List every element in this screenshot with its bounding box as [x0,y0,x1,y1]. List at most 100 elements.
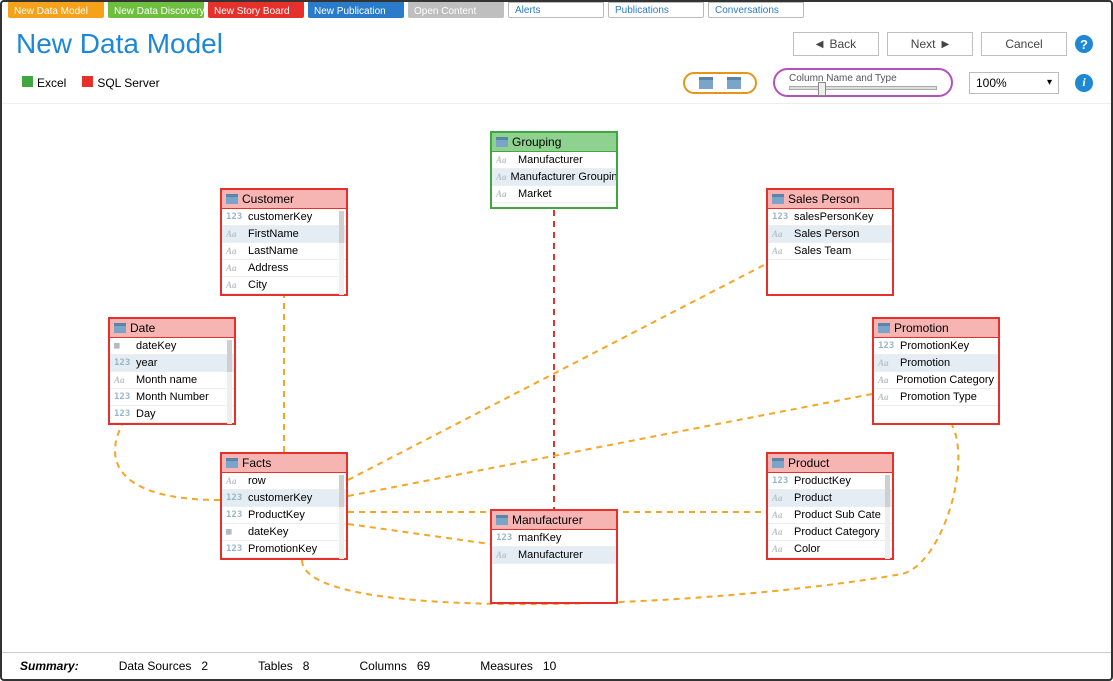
table-icon [114,323,126,333]
column-row[interactable]: AaColor [768,541,892,558]
column-name: year [136,357,157,369]
cancel-button[interactable]: Cancel [981,32,1067,56]
column-row[interactable]: 123customerKey [222,209,346,226]
column-row[interactable]: 123salesPersonKey [768,209,892,226]
table-header[interactable]: Customer [222,190,346,209]
tab-alerts[interactable]: Alerts [508,2,604,18]
tab-new-publication[interactable]: New Publication [308,2,404,18]
info-icon[interactable]: i [1075,74,1093,92]
tab-new-story-board[interactable]: New Story Board [208,2,304,18]
table-date[interactable]: Date▦dateKey 123 year AaMonth name123Month … [108,317,236,425]
legend-label: Excel [37,76,66,90]
table-header[interactable]: Promotion [874,319,998,338]
column-row[interactable]: AaManufacturer Groupin [492,169,616,186]
table-customer[interactable]: Customer 123customerKeyAaFirstNameAaLastN… [220,188,348,296]
column-row[interactable]: AaPromotion Type [874,389,998,406]
table-title: Customer [242,192,294,206]
column-type-icon: Aa [878,375,892,385]
column-row[interactable]: 123Month Number [110,389,234,406]
column-row[interactable]: 123 ProductKey [222,507,346,524]
column-type-icon: 123 [114,358,132,368]
column-row[interactable]: AaMonth name [110,372,234,389]
column-row[interactable]: AaProduct [768,490,892,507]
scrollbar[interactable] [339,211,344,295]
column-row[interactable]: AaMarket [492,186,616,203]
next-button[interactable]: Next ▶ [887,32,973,56]
column-name: Manufacturer [518,154,583,166]
column-row[interactable]: AaLastName [222,243,346,260]
column-row[interactable]: AaProduct Sub Cate [768,507,892,524]
summary-item-label: Data Sources [119,659,192,673]
column-row[interactable]: 123 year [110,355,234,372]
column-type-icon: Aa [772,493,790,503]
column-row[interactable]: 123manfKey [492,530,616,547]
tab-new-data-discovery[interactable]: New Data Discovery [108,2,204,18]
column-row[interactable]: 123PromotionKey [222,541,346,558]
column-type-icon: Aa [226,280,244,290]
table-facts[interactable]: FactsAarow123customerKey123ProductKey▦da… [220,452,348,560]
table-promotion[interactable]: Promotion123PromotionKeyAaPromotionAaPro… [872,317,1000,425]
column-row[interactable]: AaAddress [222,260,346,277]
legend-label: SQL Server [97,76,159,90]
column-row[interactable]: 123PromotionKey [874,338,998,355]
zoom-select[interactable]: 100% ▾ [969,72,1059,94]
column-row[interactable]: Aarow [222,473,346,490]
table-view-icon[interactable] [727,77,741,89]
grid-view-icon[interactable] [699,77,713,89]
table-title: Product [788,456,829,470]
slider-thumb[interactable] [818,82,826,96]
column-name: Month name [136,374,197,386]
column-row[interactable]: AaCity [222,277,346,294]
scrollbar[interactable] [885,475,890,559]
column-name: ProductKey [794,475,851,487]
table-body: 123PromotionKeyAaPromotionAaPromotion Ca… [874,338,998,426]
column-row[interactable]: ▦dateKey [110,338,234,355]
column-row[interactable]: 123customerKey [222,490,346,507]
column-name: ProductKey [248,509,305,521]
column-type-icon: 123 [226,510,244,520]
tab-open-content[interactable]: Open Content [408,2,504,18]
table-header[interactable]: Grouping [492,133,616,152]
table-salesperson[interactable]: Sales Person123salesPersonKeyAaSales Per… [766,188,894,296]
column-name: Sales Person [794,228,859,240]
column-type-icon: Aa [226,263,244,273]
tab-new-data-model[interactable]: New Data Model [8,2,104,18]
column-row[interactable]: AaManufacturer [492,152,616,169]
column-row[interactable]: AaSales Team [768,243,892,260]
column-row[interactable]: 123ProductKey [768,473,892,490]
back-button[interactable]: ◀ Back [793,32,879,56]
table-header[interactable]: Product [768,454,892,473]
tab-conversations[interactable]: Conversations [708,2,804,18]
table-title: Promotion [894,321,949,335]
column-row[interactable]: 123Day [110,406,234,423]
table-icon [878,323,890,333]
column-type-icon: Aa [772,544,790,554]
scrollbar[interactable] [227,340,232,424]
table-body: AaManufacturerAaManufacturer GroupinAaMa… [492,152,616,210]
column-row[interactable]: ▦dateKey [222,524,346,541]
table-product[interactable]: Product 123ProductKeyAaProductAaProduct S… [766,452,894,560]
column-row[interactable]: AaPromotion Category [874,372,998,389]
column-name: Month Number [136,391,209,403]
scrollbar[interactable] [339,475,344,559]
table-grouping[interactable]: GroupingAaManufacturerAaManufacturer Gro… [490,131,618,209]
table-header[interactable]: Manufacturer [492,511,616,530]
column-row[interactable]: AaPromotion [874,355,998,372]
column-type-icon: 123 [226,493,244,503]
help-icon[interactable]: ? [1075,35,1093,53]
table-header[interactable]: Sales Person [768,190,892,209]
column-row[interactable]: AaProduct Category [768,524,892,541]
column-row[interactable]: AaFirstName [222,226,346,243]
column-row[interactable]: AaSales Person [768,226,892,243]
column-row[interactable]: AaManufacturer [492,547,616,564]
table-header[interactable]: Facts [222,454,346,473]
column-name: Manufacturer Groupin [511,171,616,183]
table-manufacturer[interactable]: Manufacturer123manfKeyAaManufacturer [490,509,618,604]
column-type-icon: Aa [772,510,790,520]
column-type-icon: ▦ [114,341,132,351]
table-header[interactable]: Date [110,319,234,338]
detail-slider[interactable] [789,86,937,90]
diagram-canvas[interactable]: GroupingAaManufacturerAaManufacturer Gro… [2,104,1111,634]
tab-publications[interactable]: Publications [608,2,704,18]
column-name: Product Category [794,526,880,538]
